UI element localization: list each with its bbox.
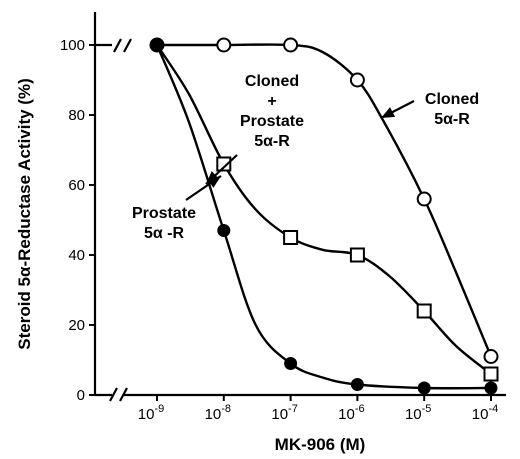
data-point-open-circle xyxy=(216,37,232,53)
ticks: 0 20 40 60 80 100 10-9 10-8 10-7 10-6 10-5 10-4 xyxy=(60,37,498,423)
series-line xyxy=(155,44,492,375)
y-tick-label: 80 xyxy=(68,107,85,124)
axes xyxy=(93,12,506,402)
data-point-open-square xyxy=(416,303,432,319)
markers xyxy=(149,37,499,395)
data-point-open-circle xyxy=(416,191,432,207)
annotation-label: Prostate xyxy=(132,205,196,222)
data-point-filled-circle xyxy=(350,378,364,391)
annotation-label: + xyxy=(267,93,276,110)
y-tick-label: 20 xyxy=(68,317,85,334)
data-point-open-circle xyxy=(483,349,499,364)
x-axis-break-mark xyxy=(119,387,128,402)
annotation-label: 5α-R xyxy=(434,111,470,128)
y-axis-label: Steroid 5α-Reductase Activity (%) xyxy=(15,78,34,350)
x-tick-label: 10-4 xyxy=(472,403,498,423)
data-point-filled-circle xyxy=(217,224,231,237)
y-tick-label: 40 xyxy=(68,247,85,264)
annotation-label: Cloned xyxy=(245,73,299,90)
x-axis-break-mark xyxy=(109,387,118,402)
annotations: Cloned 5α-R Cloned + Prostate 5α-R Prostate 5α … xyxy=(132,73,479,242)
data-point-filled-circle xyxy=(150,38,164,52)
y-tick-label: 0 xyxy=(77,387,85,404)
top-break-mark xyxy=(113,38,122,53)
annotation-arrowhead xyxy=(207,176,221,188)
data-point-open-square xyxy=(349,247,365,263)
x-tick-label: 10-7 xyxy=(271,403,297,423)
x-tick-label: 10-8 xyxy=(205,403,231,423)
annotation-label: Cloned xyxy=(425,91,479,108)
x-tick-label: 10-9 xyxy=(138,403,164,423)
data-point-open-circle xyxy=(349,72,365,88)
y-tick-label: 60 xyxy=(68,177,85,194)
annotation-label: Prostate xyxy=(240,113,304,130)
annotation-arrowhead xyxy=(381,107,396,118)
data-point-filled-circle xyxy=(484,381,498,395)
top-break-mark xyxy=(123,38,132,53)
data-point-filled-circle xyxy=(417,381,431,395)
x-axis-label: MK-906 (M) xyxy=(275,435,366,454)
data-point-open-circle xyxy=(283,37,299,53)
x-tick-label: 10-6 xyxy=(338,403,364,423)
x-tick-label: 10-5 xyxy=(405,403,431,423)
data-point-open-square xyxy=(283,230,299,245)
annotation-label: 5α-R xyxy=(254,133,290,150)
annotation-label: 5α -R xyxy=(144,225,185,242)
data-point-filled-circle xyxy=(284,357,298,370)
series-line xyxy=(155,44,492,390)
data-point-open-square xyxy=(483,366,499,382)
data-point-open-square xyxy=(216,156,232,172)
y-tick-label: 100 xyxy=(60,37,85,54)
